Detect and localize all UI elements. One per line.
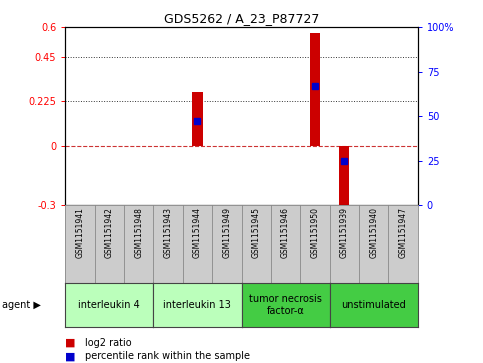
- Bar: [192, 93, 202, 146]
- Text: GSM1151947: GSM1151947: [398, 207, 408, 258]
- Text: tumor necrosis
factor-α: tumor necrosis factor-α: [249, 294, 322, 316]
- Text: GSM1151943: GSM1151943: [164, 207, 172, 258]
- Text: GSM1151944: GSM1151944: [193, 207, 202, 258]
- Text: GSM1151940: GSM1151940: [369, 207, 378, 258]
- Text: GSM1151939: GSM1151939: [340, 207, 349, 258]
- Text: GSM1151945: GSM1151945: [252, 207, 261, 258]
- Title: GDS5262 / A_23_P87727: GDS5262 / A_23_P87727: [164, 12, 319, 25]
- Text: agent ▶: agent ▶: [2, 300, 41, 310]
- Text: unstimulated: unstimulated: [341, 300, 406, 310]
- Text: GSM1151946: GSM1151946: [281, 207, 290, 258]
- Text: GSM1151949: GSM1151949: [222, 207, 231, 258]
- Text: ■: ■: [65, 338, 76, 348]
- Text: GSM1151950: GSM1151950: [311, 207, 319, 258]
- Text: percentile rank within the sample: percentile rank within the sample: [85, 351, 251, 362]
- Bar: [339, 146, 350, 219]
- Text: interleukin 4: interleukin 4: [78, 300, 140, 310]
- Text: ■: ■: [65, 351, 76, 362]
- Text: GSM1151948: GSM1151948: [134, 207, 143, 258]
- Text: interleukin 13: interleukin 13: [163, 300, 231, 310]
- Text: GSM1151942: GSM1151942: [105, 207, 114, 258]
- Text: log2 ratio: log2 ratio: [85, 338, 132, 348]
- Bar: [310, 33, 320, 146]
- Text: GSM1151941: GSM1151941: [75, 207, 85, 258]
